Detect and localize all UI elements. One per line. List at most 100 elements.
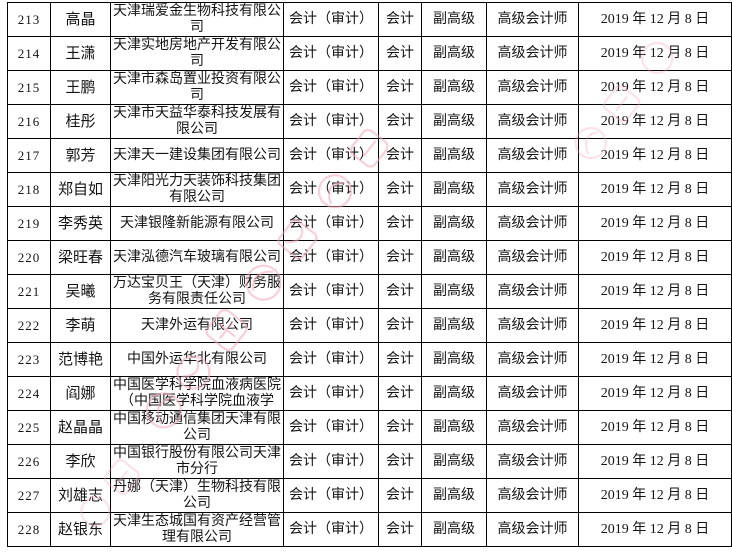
cell-company-name: 天津瑞爱金生物科技有限公司 [110, 2, 284, 37]
cell-professional-title: 高级会计师 [486, 376, 579, 411]
cell-company-name: 天津市森岛置业投资有限公司 [110, 70, 284, 105]
cell-professional-title: 高级会计师 [486, 104, 579, 139]
cell-discipline: 会计（审计） [283, 206, 379, 241]
cell-professional-title: 高级会计师 [486, 410, 579, 445]
cell-company-name: 天津实地房地产开发有限公司 [110, 36, 284, 71]
cell-discipline: 会计（审计） [283, 512, 379, 547]
cell-professional-title: 高级会计师 [486, 444, 579, 479]
cell-grade: 副高级 [421, 240, 487, 275]
table-row: 223 范博艳 中国外运华北有限公司 会计（审计） 会计 副高级 高级会计师 2… [7, 342, 732, 377]
cell-sequence-number: 215 [7, 70, 51, 105]
cell-sequence-number: 213 [7, 2, 51, 37]
cell-major: 会计 [378, 70, 422, 105]
cell-discipline: 会计（审计） [283, 376, 379, 411]
cell-professional-title: 高级会计师 [486, 512, 579, 547]
table-row: 217 郭芳 天津天一建设集团有限公司 会计（审计） 会计 副高级 高级会计师 … [7, 138, 732, 173]
table-body: 213 高晶 天津瑞爱金生物科技有限公司 会计（审计） 会计 副高级 高级会计师… [7, 2, 732, 547]
cell-grade: 副高级 [421, 444, 487, 479]
cell-discipline: 会计（审计） [283, 410, 379, 445]
cell-major: 会计 [378, 478, 422, 513]
table-row: 225 赵晶晶 中国移动通信集团天津有限公司 会计（审计） 会计 副高级 高级会… [7, 410, 732, 445]
cell-major: 会计 [378, 240, 422, 275]
cell-sequence-number: 220 [7, 240, 51, 275]
cell-date: 2019 年 12 月 8 日 [578, 70, 732, 105]
cell-grade: 副高级 [421, 104, 487, 139]
cell-discipline: 会计（审计） [283, 104, 379, 139]
cell-company-name: 中国银行股份有限公司天津市分行 [110, 444, 284, 479]
cell-company-name: 丹娜（天津）生物科技有限公司 [110, 478, 284, 513]
cell-professional-title: 高级会计师 [486, 342, 579, 377]
cell-date: 2019 年 12 月 8 日 [578, 206, 732, 241]
cell-sequence-number: 225 [7, 410, 51, 445]
cell-person-name: 吴曦 [50, 274, 111, 309]
cell-major: 会计 [378, 342, 422, 377]
cell-company-name: 天津生态城国有资产经营管理有限公司 [110, 512, 284, 547]
cell-discipline: 会计（审计） [283, 342, 379, 377]
cell-major: 会计 [378, 172, 422, 207]
cell-person-name: 刘雄志 [50, 478, 111, 513]
cell-major: 会计 [378, 138, 422, 173]
table-row: 215 王鹏 天津市森岛置业投资有限公司 会计（审计） 会计 副高级 高级会计师… [7, 70, 732, 105]
cell-professional-title: 高级会计师 [486, 274, 579, 309]
cell-professional-title: 高级会计师 [486, 138, 579, 173]
table-row: 219 李秀英 天津银隆新能源有限公司 会计（审计） 会计 副高级 高级会计师 … [7, 206, 732, 241]
cell-major: 会计 [378, 36, 422, 71]
cell-person-name: 赵晶晶 [50, 410, 111, 445]
cell-sequence-number: 219 [7, 206, 51, 241]
cell-major: 会计 [378, 308, 422, 343]
cell-sequence-number: 226 [7, 444, 51, 479]
cell-major: 会计 [378, 2, 422, 37]
cell-grade: 副高级 [421, 172, 487, 207]
cell-company-name: 万达宝贝王（天津）财务服务有限责任公司 [110, 274, 284, 309]
cell-discipline: 会计（审计） [283, 138, 379, 173]
table-row: 228 赵银东 天津生态城国有资产经营管理有限公司 会计（审计） 会计 副高级 … [7, 512, 732, 547]
cell-date: 2019 年 12 月 8 日 [578, 444, 732, 479]
cell-grade: 副高级 [421, 274, 487, 309]
cell-discipline: 会计（审计） [283, 36, 379, 71]
cell-date: 2019 年 12 月 8 日 [578, 2, 732, 37]
cell-sequence-number: 221 [7, 274, 51, 309]
cell-date: 2019 年 12 月 8 日 [578, 172, 732, 207]
cell-person-name: 李欣 [50, 444, 111, 479]
cell-sequence-number: 214 [7, 36, 51, 71]
cell-company-name: 天津市天益华泰科技发展有限公司 [110, 104, 284, 139]
cell-discipline: 会计（审计） [283, 172, 379, 207]
cell-date: 2019 年 12 月 8 日 [578, 410, 732, 445]
table-row: 218 郑自如 天津阳光力天装饰科技集团有限公司 会计（审计） 会计 副高级 高… [7, 172, 732, 207]
cell-professional-title: 高级会计师 [486, 240, 579, 275]
cell-sequence-number: 218 [7, 172, 51, 207]
cell-date: 2019 年 12 月 8 日 [578, 512, 732, 547]
cell-date: 2019 年 12 月 8 日 [578, 308, 732, 343]
cell-company-name: 中国外运华北有限公司 [110, 342, 284, 377]
cell-grade: 副高级 [421, 342, 487, 377]
table-row: 216 桂彤 天津市天益华泰科技发展有限公司 会计（审计） 会计 副高级 高级会… [7, 104, 732, 139]
cell-major: 会计 [378, 104, 422, 139]
cell-company-name: 天津天一建设集团有限公司 [110, 138, 284, 173]
cell-grade: 副高级 [421, 410, 487, 445]
cell-date: 2019 年 12 月 8 日 [578, 138, 732, 173]
cell-date: 2019 年 12 月 8 日 [578, 104, 732, 139]
cell-person-name: 郑自如 [50, 172, 111, 207]
cell-discipline: 会计（审计） [283, 274, 379, 309]
cell-person-name: 阎娜 [50, 376, 111, 411]
table-row: 226 李欣 中国银行股份有限公司天津市分行 会计（审计） 会计 副高级 高级会… [7, 444, 732, 479]
table-row: 220 梁旺春 天津泓德汽车玻璃有限公司 会计（审计） 会计 副高级 高级会计师… [7, 240, 732, 275]
cell-professional-title: 高级会计师 [486, 70, 579, 105]
cell-sequence-number: 217 [7, 138, 51, 173]
cell-person-name: 李萌 [50, 308, 111, 343]
table-row: 227 刘雄志 丹娜（天津）生物科技有限公司 会计（审计） 会计 副高级 高级会… [7, 478, 732, 513]
cell-person-name: 郭芳 [50, 138, 111, 173]
cell-professional-title: 高级会计师 [486, 2, 579, 37]
cell-person-name: 李秀英 [50, 206, 111, 241]
cell-grade: 副高级 [421, 308, 487, 343]
cell-company-name: 天津银隆新能源有限公司 [110, 206, 284, 241]
cell-discipline: 会计（审计） [283, 478, 379, 513]
cell-major: 会计 [378, 410, 422, 445]
cell-date: 2019 年 12 月 8 日 [578, 36, 732, 71]
cell-sequence-number: 222 [7, 308, 51, 343]
cell-sequence-number: 223 [7, 342, 51, 377]
table-row: 224 阎娜 中国医学科学院血液病医院（中国医学科学院血液学 会计（审计） 会计… [7, 376, 732, 411]
cell-discipline: 会计（审计） [283, 240, 379, 275]
cell-discipline: 会计（审计） [283, 2, 379, 37]
